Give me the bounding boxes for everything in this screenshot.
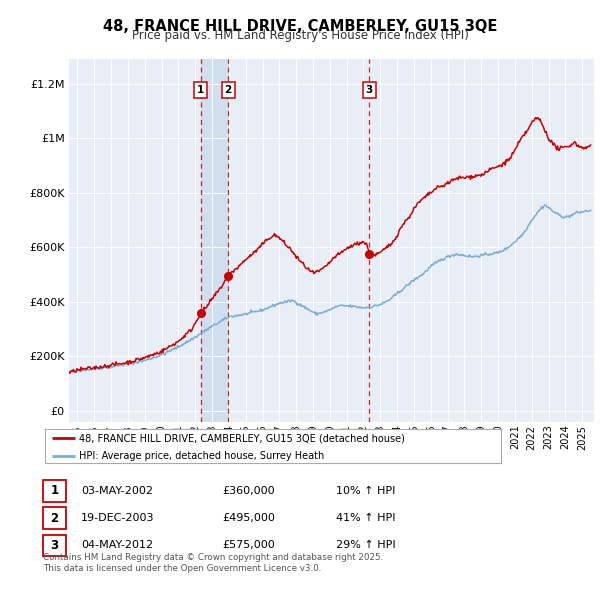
Text: 41% ↑ HPI: 41% ↑ HPI — [336, 513, 395, 523]
Bar — [201, 59, 228, 422]
Text: Contains HM Land Registry data © Crown copyright and database right 2025.
This d: Contains HM Land Registry data © Crown c… — [43, 553, 383, 573]
Text: 1: 1 — [50, 484, 59, 497]
Text: 29% ↑ HPI: 29% ↑ HPI — [336, 540, 395, 550]
Text: 3: 3 — [50, 539, 59, 552]
Text: 48, FRANCE HILL DRIVE, CAMBERLEY, GU15 3QE: 48, FRANCE HILL DRIVE, CAMBERLEY, GU15 3… — [103, 19, 497, 34]
Text: 03-MAY-2002: 03-MAY-2002 — [81, 486, 153, 496]
Text: 10% ↑ HPI: 10% ↑ HPI — [336, 486, 395, 496]
Text: 19-DEC-2003: 19-DEC-2003 — [81, 513, 155, 523]
Text: £575,000: £575,000 — [222, 540, 275, 550]
Text: Price paid vs. HM Land Registry's House Price Index (HPI): Price paid vs. HM Land Registry's House … — [131, 30, 469, 42]
Text: 04-MAY-2012: 04-MAY-2012 — [81, 540, 153, 550]
Text: HPI: Average price, detached house, Surrey Heath: HPI: Average price, detached house, Surr… — [79, 451, 325, 461]
Text: £360,000: £360,000 — [222, 486, 275, 496]
Text: £495,000: £495,000 — [222, 513, 275, 523]
Text: 2: 2 — [224, 86, 232, 96]
Text: 3: 3 — [365, 86, 373, 96]
Text: 1: 1 — [197, 86, 205, 96]
Text: 2: 2 — [50, 512, 59, 525]
Text: 48, FRANCE HILL DRIVE, CAMBERLEY, GU15 3QE (detached house): 48, FRANCE HILL DRIVE, CAMBERLEY, GU15 3… — [79, 433, 405, 443]
